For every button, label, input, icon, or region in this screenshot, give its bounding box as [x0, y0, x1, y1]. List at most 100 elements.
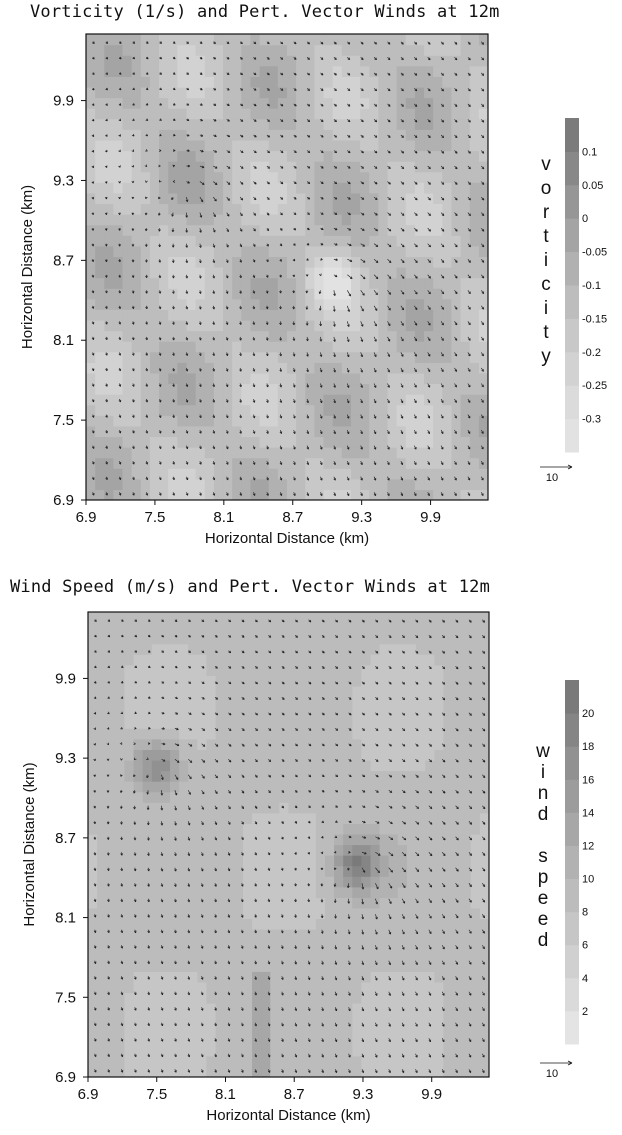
heatmap-cell: [252, 1024, 262, 1036]
heatmap-cell: [350, 372, 361, 385]
wind-vector-head: [118, 118, 122, 122]
heatmap-cell: [478, 457, 488, 469]
heatmap-cell: [460, 351, 471, 363]
wind-vector-head: [400, 478, 404, 481]
heatmap-cell: [250, 309, 261, 321]
y-tick-label: 8.7: [53, 252, 74, 269]
heatmap-cell: [469, 362, 480, 374]
wind-vector-head: [320, 57, 324, 60]
heatmap-cell: [252, 1013, 262, 1025]
heatmap-cell: [332, 447, 343, 459]
wind-vector-head: [225, 322, 229, 325]
heatmap-cell: [233, 823, 244, 835]
heatmap-cell: [277, 436, 288, 448]
heatmap-cell: [131, 478, 142, 491]
heatmap-cell: [341, 436, 352, 448]
heatmap-cell: [88, 802, 98, 814]
heatmap-cell: [250, 362, 261, 374]
wind-vector-head: [415, 213, 418, 216]
heatmap-cell: [314, 97, 325, 109]
heatmap-cell: [213, 436, 224, 448]
wind-vector-head: [373, 416, 377, 419]
wind-vector-head: [306, 493, 310, 496]
heatmap-cell: [378, 372, 389, 385]
heatmap-cell: [414, 362, 425, 374]
heatmap-cell: [160, 929, 171, 941]
heatmap-cell: [279, 971, 290, 983]
wind-vector-head: [91, 118, 95, 122]
heatmap-cell: [279, 759, 290, 772]
heatmap-cell: [86, 457, 96, 469]
heatmap-cell: [324, 781, 335, 793]
heatmap-cell: [332, 341, 343, 353]
heatmap-cell: [469, 224, 480, 236]
heatmap-cell: [288, 717, 299, 729]
wind-vector-head: [441, 384, 444, 388]
heatmap-cell: [350, 319, 361, 332]
heatmap-cell: [315, 918, 326, 930]
wind-vector-head: [172, 493, 175, 496]
heatmap-cell: [460, 171, 471, 183]
heatmap-cell: [233, 844, 244, 856]
heatmap-cell: [360, 86, 370, 99]
heatmap-cell: [106, 685, 116, 698]
heatmap-cell: [149, 235, 160, 247]
heatmap-cell: [140, 489, 151, 500]
heatmap-cell: [341, 447, 352, 459]
heatmap-cell: [233, 759, 244, 772]
wind-vector-head: [319, 323, 323, 327]
heatmap-cell: [204, 425, 215, 438]
heatmap-cell: [350, 224, 361, 236]
heatmap-cell: [288, 833, 299, 846]
heatmap-cell: [442, 256, 453, 268]
heatmap-cell: [213, 55, 224, 67]
wind-vector-head: [265, 275, 269, 278]
heatmap-cell: [186, 436, 197, 448]
heatmap-cell: [259, 277, 270, 289]
heatmap-cell: [314, 309, 325, 321]
heatmap-cell: [95, 256, 105, 268]
heatmap-cell: [204, 235, 215, 247]
heatmap-cell: [332, 44, 343, 56]
heatmap-cell: [122, 468, 133, 480]
wind-vector-head: [105, 415, 108, 418]
wind-vector: [373, 383, 377, 388]
wind-vector-head: [360, 57, 364, 61]
heatmap-cell: [204, 319, 215, 332]
wind-vector-head: [468, 88, 471, 92]
heatmap-cell: [378, 288, 389, 300]
heatmap-cell: [478, 97, 488, 109]
wind-vector-head: [118, 149, 121, 153]
heatmap-cell: [88, 685, 98, 698]
heatmap-cell: [288, 971, 299, 983]
wind-vector: [226, 196, 230, 201]
wind-vector-head: [105, 87, 108, 91]
heatmap-cell: [314, 192, 325, 205]
heatmap-cell: [242, 939, 253, 951]
heatmap-cell: [115, 664, 126, 677]
heatmap-cell: [113, 256, 124, 268]
wind-vector-head: [253, 57, 257, 60]
heatmap-cell: [277, 468, 288, 480]
heatmap-cell: [324, 950, 335, 962]
heatmap-cell: [224, 728, 235, 740]
heatmap-cell: [315, 971, 326, 983]
heatmap-cell: [259, 394, 270, 406]
heatmap-cell: [241, 383, 252, 395]
heatmap-cell: [241, 404, 252, 416]
wind-vector-head: [348, 212, 351, 216]
heatmap-cell: [324, 696, 335, 708]
heatmap-cell: [242, 907, 253, 920]
heatmap-cell: [279, 675, 290, 687]
heatmap-cell: [206, 907, 217, 920]
heatmap-cell: [277, 267, 288, 279]
heatmap-cell: [314, 34, 325, 46]
wind-vector-head: [347, 324, 350, 327]
heatmap-cell: [396, 330, 407, 342]
heatmap-cell: [378, 55, 389, 67]
heatmap-cell: [250, 415, 261, 427]
wind-vector-head: [455, 213, 458, 216]
heatmap-cell: [277, 351, 288, 363]
wind-vector-head: [468, 229, 471, 232]
heatmap-cell: [396, 267, 407, 279]
